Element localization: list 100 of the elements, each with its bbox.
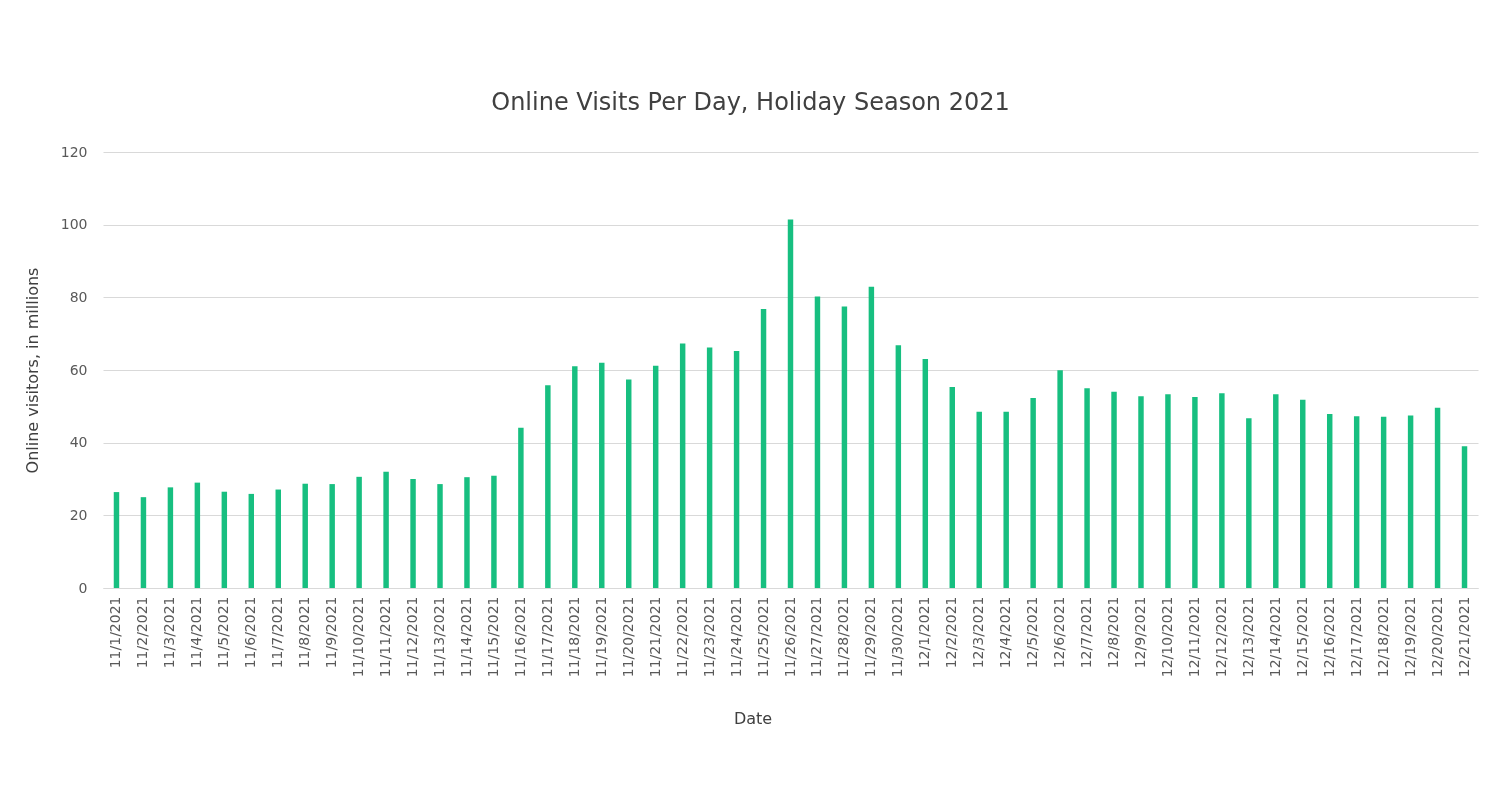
x-tick-label: 12/18/2021 (1374, 596, 1391, 678)
bar (410, 479, 416, 588)
x-tick-label: 11/5/2021 (215, 596, 232, 669)
x-tick-label: 11/13/2021 (431, 596, 448, 678)
bar (167, 487, 174, 588)
bar (760, 308, 767, 588)
x-tick-label: 11/23/2021 (700, 596, 717, 678)
bar (221, 491, 228, 588)
x-tick-label: 12/3/2021 (970, 596, 987, 669)
bar (1353, 416, 1360, 588)
bar (518, 427, 524, 588)
bar (1003, 411, 1009, 588)
x-tick-label: 11/25/2021 (754, 596, 771, 678)
x-tick-label: 11/22/2021 (673, 596, 690, 678)
bar (1326, 413, 1333, 588)
x-tick-label: 12/16/2021 (1320, 596, 1337, 678)
x-tick-label: 12/5/2021 (1024, 596, 1041, 669)
bar (1138, 396, 1144, 588)
x-tick-label: 11/24/2021 (727, 596, 744, 678)
bar (140, 497, 147, 588)
x-tick-label: 11/28/2021 (835, 596, 852, 678)
bar (1111, 391, 1117, 588)
x-axis-title: Date (733, 708, 773, 728)
x-tick-label: 12/7/2021 (1078, 596, 1095, 669)
y-tick-label: 0 (78, 579, 88, 596)
bar (1192, 396, 1198, 588)
y-tick-label: 60 (69, 361, 88, 378)
bar (679, 343, 686, 588)
x-tick-label: 11/16/2021 (511, 596, 528, 678)
x-tick-label: 12/19/2021 (1401, 596, 1418, 678)
x-tick-label: 12/12/2021 (1212, 596, 1229, 678)
bar (437, 484, 443, 588)
x-tick-label: 12/15/2021 (1293, 596, 1310, 678)
x-tick-label: 11/18/2021 (565, 596, 582, 678)
bar (814, 296, 821, 588)
x-tick-label: 12/4/2021 (997, 596, 1014, 669)
bar (1084, 388, 1090, 588)
bar (113, 492, 120, 588)
x-tick-label: 11/12/2021 (404, 596, 421, 678)
bar (464, 477, 470, 588)
bar (626, 379, 632, 588)
x-tick-label: 11/27/2021 (808, 596, 825, 678)
chart-title: Online Visits Per Day, Holiday Season 2021 (491, 88, 1010, 116)
x-tick-label: 11/6/2021 (242, 596, 259, 669)
x-tick-label: 11/1/2021 (107, 596, 124, 669)
x-tick-label: 12/20/2021 (1428, 596, 1445, 678)
bar (868, 286, 875, 588)
bar (248, 493, 255, 588)
bar (1030, 397, 1036, 588)
bar (1434, 407, 1441, 588)
x-tick-label: 11/17/2021 (538, 596, 555, 678)
x-tick-label: 12/13/2021 (1239, 596, 1256, 678)
bar (356, 476, 362, 588)
bar (545, 385, 551, 588)
x-tick-label: 11/7/2021 (269, 596, 286, 669)
x-tick-label: 12/14/2021 (1266, 596, 1283, 678)
bar (1165, 394, 1171, 588)
x-tick-label: 11/8/2021 (296, 596, 313, 669)
x-tick-label: 11/10/2021 (350, 596, 367, 678)
bar (1407, 415, 1414, 588)
bar (491, 475, 497, 588)
bar (275, 489, 281, 588)
bar (787, 219, 794, 588)
x-tick-label: 11/14/2021 (457, 596, 474, 678)
x-tick-label: 11/11/2021 (377, 596, 394, 678)
bar (1300, 399, 1306, 588)
x-tick-label: 12/17/2021 (1347, 596, 1364, 678)
x-tick-label: 11/2/2021 (134, 596, 151, 669)
bar (895, 345, 902, 588)
bar (329, 484, 335, 588)
x-tick-label: 12/9/2021 (1131, 596, 1148, 669)
bar (949, 387, 955, 588)
x-tick-label: 11/21/2021 (646, 596, 663, 678)
bar (383, 471, 389, 588)
x-tick-label: 12/21/2021 (1455, 596, 1472, 678)
bar (1057, 370, 1063, 588)
x-tick-label: 11/29/2021 (862, 596, 879, 678)
bar (1380, 416, 1387, 588)
x-tick-label: 12/1/2021 (916, 596, 933, 669)
bar (194, 482, 201, 588)
bar (1219, 393, 1225, 588)
bar (733, 351, 740, 588)
x-tick-label: 12/2/2021 (943, 596, 960, 669)
x-tick-label: 11/30/2021 (889, 596, 906, 678)
bar (922, 359, 929, 588)
x-tick-label: 11/19/2021 (592, 596, 609, 678)
y-tick-label: 80 (69, 288, 88, 305)
bar (652, 365, 659, 588)
y-axis-title: Online visitors, in millions (22, 267, 42, 474)
x-tick-label: 11/4/2021 (188, 596, 205, 669)
x-tick-label: 11/26/2021 (781, 596, 798, 678)
y-tick-label: 40 (69, 434, 88, 451)
bar (1246, 418, 1252, 588)
x-tick-label: 12/11/2021 (1185, 596, 1202, 678)
x-tick-label: 12/10/2021 (1158, 596, 1175, 678)
x-tick-label: 12/6/2021 (1051, 596, 1068, 669)
bar (572, 366, 578, 588)
x-tick-label: 11/9/2021 (323, 596, 340, 669)
bar (976, 411, 982, 588)
bar (302, 483, 308, 588)
